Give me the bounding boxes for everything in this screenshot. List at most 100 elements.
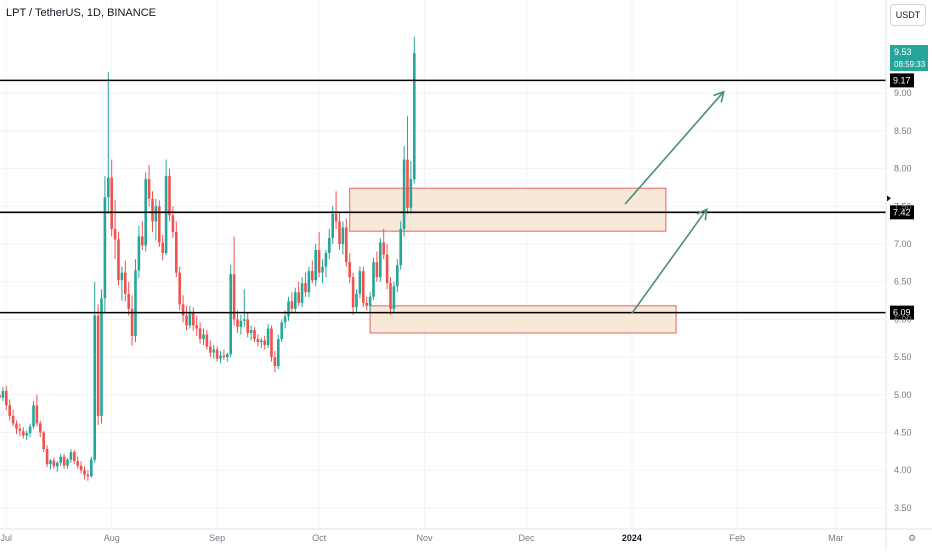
- candle-body: [52, 460, 56, 467]
- price-badges: 9.53 08:59:33: [890, 45, 928, 71]
- candle-body: [11, 415, 15, 424]
- candle-body: [396, 265, 399, 287]
- candle-body: [161, 242, 164, 254]
- candle-body: [96, 315, 100, 416]
- candle-body: [355, 293, 358, 308]
- candle-body: [100, 298, 103, 416]
- candle-body: [117, 239, 120, 281]
- candle-body: [290, 301, 294, 309]
- candle-body: [280, 322, 283, 340]
- candle-body: [49, 460, 52, 465]
- price-tick-label: 6.50: [894, 277, 912, 287]
- trend-arrow-line: [631, 208, 708, 314]
- candle-body: [205, 334, 209, 347]
- candle-body: [307, 271, 311, 293]
- candle-body: [124, 272, 127, 294]
- time-tick-label: Mar: [828, 533, 844, 543]
- price-tick-label: 7.50: [894, 201, 912, 211]
- price-tick-label: 3.50: [894, 503, 912, 513]
- candle-body: [86, 474, 90, 477]
- level-badge-label: 6.09: [893, 308, 911, 318]
- candle-body: [362, 271, 365, 303]
- support-resistance-zone: [349, 187, 667, 232]
- candle-body: [236, 319, 239, 327]
- candle-body: [79, 465, 83, 471]
- candle-body: [69, 452, 73, 460]
- candle-body: [409, 179, 413, 208]
- candle-body: [188, 311, 192, 326]
- horizontal-levels: 9.17 7.42 6.09: [0, 73, 914, 320]
- candle-body: [256, 339, 260, 343]
- candle-body: [372, 262, 375, 297]
- candle-body: [348, 262, 351, 278]
- candle-body: [229, 274, 232, 355]
- level-badge-label: 7.42: [893, 207, 911, 217]
- candle-body: [334, 213, 338, 222]
- candle-body: [39, 423, 42, 433]
- candle-body: [154, 206, 158, 222]
- candle-body: [195, 325, 198, 329]
- level-marker-icon: [887, 195, 891, 202]
- candle-body: [212, 349, 215, 353]
- trend-arrows: [624, 90, 725, 314]
- candle-body: [321, 266, 324, 273]
- candle-body: [358, 271, 362, 294]
- price-tick-label: 7.00: [894, 239, 912, 249]
- candles: [0, 36, 416, 481]
- candle-body: [18, 428, 22, 431]
- candle-body: [120, 272, 124, 281]
- time-tick-label: Aug: [104, 533, 120, 543]
- candle-body: [164, 176, 168, 254]
- candle-body: [239, 320, 243, 327]
- candle-body: [15, 423, 18, 429]
- candle-body: [45, 449, 49, 465]
- candle-body: [249, 329, 253, 333]
- candle-body: [317, 250, 321, 273]
- countdown-label: 08:59:33: [894, 60, 926, 69]
- price-tick-label: 4.00: [894, 465, 912, 475]
- time-tick-label: Dec: [518, 533, 535, 543]
- price-tick-label: 5.00: [894, 390, 912, 400]
- candle-body: [83, 470, 86, 475]
- axis-settings-button[interactable]: [886, 530, 926, 548]
- price-tick-label: 8.50: [894, 126, 912, 136]
- candle-body: [287, 301, 290, 317]
- trend-arrow-head: [713, 90, 725, 103]
- candle-body: [375, 262, 379, 278]
- candle-body: [351, 277, 355, 308]
- trend-arrow-line: [624, 91, 725, 205]
- candle-body: [8, 405, 11, 416]
- last-price-badge: [890, 45, 928, 71]
- currency-button[interactable]: USDT: [890, 4, 926, 26]
- candle-body: [168, 176, 171, 216]
- candle-body: [198, 328, 202, 340]
- candle-body: [90, 459, 93, 477]
- time-tick-label: Nov: [416, 533, 433, 543]
- candle-body: [368, 296, 372, 306]
- candle-body: [28, 426, 32, 434]
- candle-body: [110, 177, 113, 229]
- trend-arrow-head: [696, 207, 708, 221]
- candle-body: [226, 354, 229, 358]
- candle-body: [304, 283, 307, 293]
- price-tick-label: 6.00: [894, 314, 912, 324]
- grid: [0, 0, 886, 529]
- candle-body: [297, 292, 300, 303]
- candle-body: [76, 461, 79, 466]
- candle-body: [25, 433, 28, 436]
- candle-body: [171, 215, 175, 232]
- candle-body: [56, 462, 59, 467]
- time-tick-label: 2024: [622, 533, 642, 543]
- candle-body: [5, 391, 8, 406]
- candle-body: [402, 159, 406, 229]
- candle-body: [413, 53, 416, 180]
- candle-body: [345, 227, 348, 263]
- candle-body: [93, 315, 96, 460]
- level-badge-label: 9.17: [893, 75, 911, 85]
- candle-body: [66, 459, 69, 466]
- candle-body: [328, 237, 331, 254]
- candle-body: [0, 394, 1, 398]
- candle-body: [273, 357, 277, 367]
